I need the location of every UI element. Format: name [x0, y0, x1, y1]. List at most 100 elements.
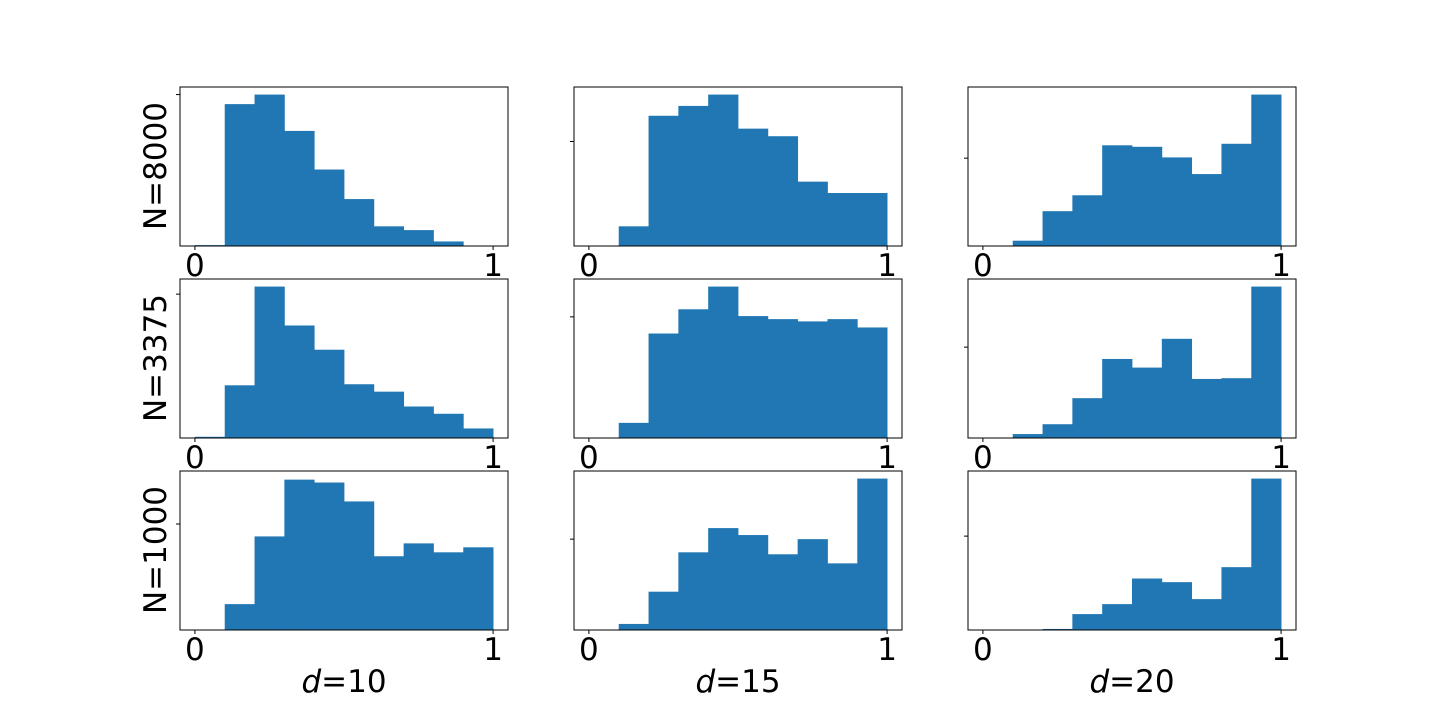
x-tick-label: 0 — [579, 440, 599, 476]
x-tick-label: 1 — [1271, 248, 1291, 284]
histogram-bar — [648, 333, 679, 438]
x-tick-label: 0 — [579, 248, 599, 284]
histogram-bar — [433, 413, 464, 438]
row-label-n8000: N=8000 — [138, 102, 174, 230]
histogram-bar — [1042, 424, 1073, 438]
column-label-var: d — [301, 664, 321, 700]
axes-frame — [967, 470, 1297, 631]
axes-frame — [967, 86, 1297, 247]
histogram-bar — [344, 384, 375, 438]
histogram-bar — [857, 193, 888, 246]
histogram-bar — [373, 226, 405, 246]
histogram-bar — [1042, 211, 1073, 246]
histogram-bar — [678, 552, 709, 630]
histogram-bar — [827, 563, 858, 630]
histogram-bar — [284, 325, 315, 438]
histogram-bar — [373, 556, 405, 630]
histogram-bar — [1072, 614, 1103, 630]
histogram-bar — [433, 552, 464, 630]
histogram-bar — [1042, 628, 1073, 630]
histogram-bar — [797, 539, 828, 630]
x-tick-label: 1 — [877, 440, 897, 476]
x-tick-label: 1 — [877, 248, 897, 284]
histogram-bar — [1161, 338, 1193, 438]
histogram-bar — [678, 105, 709, 247]
histogram-bar — [1221, 567, 1252, 630]
histogram-bar — [857, 478, 888, 630]
histogram-bar — [254, 94, 285, 246]
histogram-bar — [1102, 145, 1133, 246]
histogram-bar — [254, 536, 285, 630]
histogram-bar — [1012, 434, 1043, 438]
x-tick-label: 0 — [185, 440, 205, 476]
x-tick-label: 1 — [483, 440, 503, 476]
column-label-value: =15 — [715, 664, 780, 700]
column-label-d15: d=15 — [695, 664, 780, 700]
histogram-bar — [708, 528, 739, 630]
histogram-bar — [1132, 146, 1163, 246]
histogram-bar — [738, 316, 769, 438]
histogram-bar — [433, 241, 464, 246]
histogram-bar — [1161, 582, 1193, 630]
histogram-bar — [1251, 94, 1282, 246]
x-tick-label: 1 — [1271, 440, 1291, 476]
histogram-bar — [767, 319, 799, 438]
histogram-bar — [314, 169, 345, 246]
axes-frame — [967, 278, 1297, 439]
histogram-bar — [314, 349, 345, 438]
histogram-bar — [678, 309, 709, 438]
histogram-bar — [1102, 604, 1133, 630]
x-tick-label: 1 — [1271, 632, 1291, 668]
column-label-var: d — [695, 664, 715, 700]
histogram-bar — [403, 543, 434, 630]
axes-frame — [179, 86, 509, 247]
column-label-d10: d=10 — [301, 664, 386, 700]
histogram-bar — [1012, 240, 1043, 246]
histogram-bar — [857, 327, 888, 438]
x-tick-label: 0 — [185, 248, 205, 284]
column-label-value: =10 — [321, 664, 386, 700]
histogram-bar — [648, 115, 679, 247]
histogram-bar — [1072, 195, 1103, 246]
axes-frame — [179, 470, 509, 631]
x-tick-label: 0 — [579, 632, 599, 668]
column-label-var: d — [1089, 664, 1109, 700]
histogram-bar — [463, 428, 494, 438]
histogram-bar — [1221, 143, 1252, 246]
histogram-bar — [254, 286, 285, 438]
histogram-bar — [1221, 378, 1252, 438]
x-tick-label: 1 — [877, 632, 897, 668]
histogram-bar — [827, 319, 858, 438]
x-tick-label: 0 — [973, 632, 993, 668]
histogram-bar — [1072, 398, 1103, 438]
histogram-bar — [618, 226, 649, 246]
histogram-bar — [648, 591, 679, 630]
histogram-bar — [1161, 157, 1193, 246]
column-labels: d=10 d=15 d=20 — [301, 664, 1174, 700]
x-tick-label: 0 — [973, 248, 993, 284]
histogram-bar — [738, 535, 769, 630]
x-tick-label: 1 — [483, 248, 503, 284]
row-label-n3375: N=3375 — [138, 294, 174, 422]
histogram-bar — [1191, 599, 1222, 630]
histogram-bar — [224, 385, 255, 438]
axes-frame — [573, 470, 903, 631]
histogram-bar — [767, 136, 799, 246]
histogram-bar — [1191, 378, 1222, 438]
histogram-bar — [797, 321, 828, 438]
histogram-bar — [1132, 578, 1163, 630]
histogram-bar — [344, 501, 375, 630]
histogram-bar — [463, 547, 494, 630]
histogram-bar — [314, 482, 345, 630]
histogram-bar — [1102, 358, 1133, 438]
histogram-bar — [1132, 367, 1163, 438]
histogram-bar — [1251, 286, 1282, 438]
x-tick-label: 0 — [185, 632, 205, 668]
